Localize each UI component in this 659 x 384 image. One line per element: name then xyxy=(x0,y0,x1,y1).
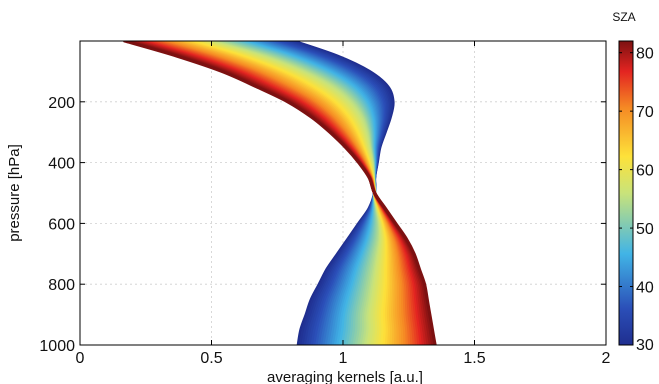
y-tick-label: 200 xyxy=(48,95,75,112)
x-tick-label: 0 xyxy=(76,350,85,367)
y-axis-label: pressure [hPa] xyxy=(6,144,23,242)
colorbar-tick-label: 30 xyxy=(636,337,654,354)
colorbar-tick-label: 70 xyxy=(636,104,654,121)
x-tick-label: 1 xyxy=(339,350,348,367)
colorbar-tick-label: 60 xyxy=(636,163,654,180)
kernel-curves xyxy=(123,41,437,345)
x-axis-label: averaging kernels [a.u.] xyxy=(267,369,423,384)
colorbar-title: SZA xyxy=(612,10,635,24)
x-tick-label: 0.5 xyxy=(200,350,222,367)
y-tick-label: 800 xyxy=(48,277,75,294)
x-tick-label: 1.5 xyxy=(463,350,485,367)
kernel-curve xyxy=(123,41,437,345)
x-tick-label: 2 xyxy=(602,350,611,367)
y-tick-label: 400 xyxy=(48,156,75,173)
y-tick-label: 1000 xyxy=(39,338,75,355)
colorbar-tick-label: 40 xyxy=(636,280,654,297)
colorbar-tick-label: 80 xyxy=(636,46,654,63)
colorbar xyxy=(618,40,634,346)
y-tick-label: 600 xyxy=(48,216,75,233)
colorbar-ticks: 30 40 50 60 70 80 xyxy=(619,46,654,354)
axis-ticks: 0 0.5 1 1.5 2 200 400 600 800 1000 xyxy=(39,41,611,367)
colorbar-tick-label: 50 xyxy=(636,221,654,238)
